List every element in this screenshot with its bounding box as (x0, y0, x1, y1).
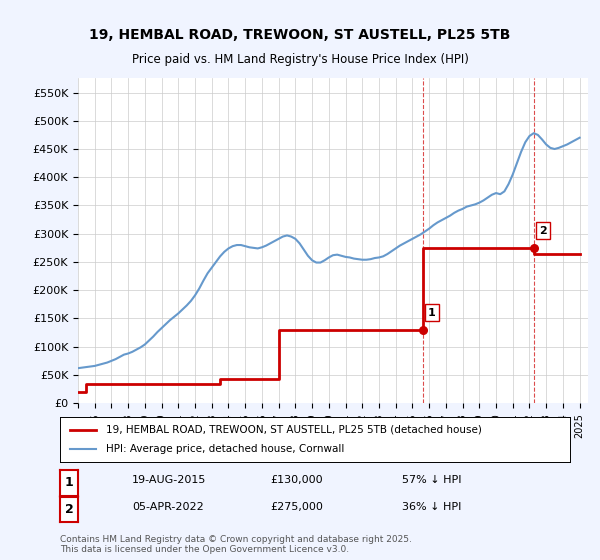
Text: HPI: Average price, detached house, Cornwall: HPI: Average price, detached house, Corn… (106, 445, 344, 455)
Text: 36% ↓ HPI: 36% ↓ HPI (402, 502, 461, 512)
Text: 19, HEMBAL ROAD, TREWOON, ST AUSTELL, PL25 5TB: 19, HEMBAL ROAD, TREWOON, ST AUSTELL, PL… (89, 28, 511, 42)
Text: 19, HEMBAL ROAD, TREWOON, ST AUSTELL, PL25 5TB (detached house): 19, HEMBAL ROAD, TREWOON, ST AUSTELL, PL… (106, 424, 482, 435)
Text: 2: 2 (65, 503, 73, 516)
Point (418, 325, 428, 334)
Text: 1: 1 (428, 307, 436, 318)
Text: Price paid vs. HM Land Registry's House Price Index (HPI): Price paid vs. HM Land Registry's House … (131, 53, 469, 66)
Text: £275,000: £275,000 (270, 502, 323, 512)
Text: Contains HM Land Registry data © Crown copyright and database right 2025.
This d: Contains HM Land Registry data © Crown c… (60, 535, 412, 554)
Text: 2: 2 (539, 226, 547, 236)
Text: 1: 1 (65, 477, 73, 489)
Text: £130,000: £130,000 (270, 475, 323, 486)
Text: 19-AUG-2015: 19-AUG-2015 (132, 475, 206, 486)
Text: 57% ↓ HPI: 57% ↓ HPI (402, 475, 461, 486)
Text: 05-APR-2022: 05-APR-2022 (132, 502, 204, 512)
Point (529, 244, 539, 253)
